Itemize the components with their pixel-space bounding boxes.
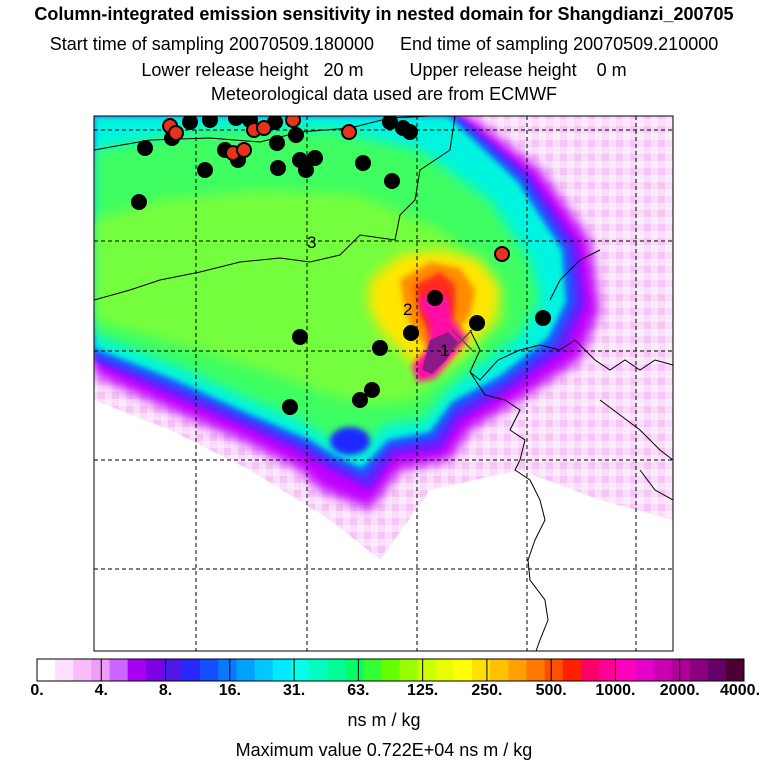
colorbar-swatch <box>200 659 219 681</box>
colorbar-tick-label: 125. <box>407 682 439 699</box>
colorbar-swatch <box>544 659 564 681</box>
station-markers <box>131 116 551 415</box>
colorbar-swatch <box>290 659 310 681</box>
release-location-cross <box>451 329 473 351</box>
colorbar-swatch <box>236 659 256 681</box>
colorbar <box>36 658 745 682</box>
colorbar-swatch <box>580 659 600 681</box>
colorbar-tick-label: 1000. <box>595 682 636 699</box>
end-time: End time of sampling 20070509.210000 <box>400 34 719 54</box>
colorbar-swatch <box>562 659 582 681</box>
colorbar-swatch <box>127 659 147 681</box>
colorbar-tick-label: 31. <box>282 682 306 699</box>
colorbar-swatch <box>490 659 509 681</box>
colorbar-tick-label: 16. <box>218 682 241 699</box>
colorbar-swatch <box>453 659 473 681</box>
colorbar-swatch <box>617 659 636 681</box>
lower-release-height: Lower release height 20 m <box>141 60 364 80</box>
colorbar-units: ns m / kg <box>347 710 421 730</box>
colorbar-swatch <box>37 659 56 681</box>
point-label-2: 2 <box>403 300 412 319</box>
colorbar-swatch <box>345 659 364 681</box>
colorbar-swatch <box>308 659 328 681</box>
map-title: Column-integrated emission sensitivity i… <box>34 4 734 24</box>
release-heights: Lower release height 20 m Upper release h… <box>0 60 768 81</box>
colorbar-swatch <box>55 659 74 681</box>
colorbar-swatch <box>472 659 491 681</box>
colorbar-tick-label: 4000. <box>719 682 761 699</box>
colorbar-swatch <box>653 659 672 681</box>
maximum-value: Maximum value 0.722E+04 ns m / kg <box>235 740 533 760</box>
upper-release-height: Upper release height 0 m <box>409 60 627 80</box>
colorbar-tick-label: 500. <box>535 682 567 699</box>
colorbar-swatch <box>381 659 401 681</box>
colorbar-tick-label: 4. <box>94 682 108 699</box>
colorbar-swatch <box>109 659 129 681</box>
colorbar-swatch <box>145 659 165 681</box>
colorbar-swatch <box>363 659 382 681</box>
colorbar-swatch <box>689 659 709 681</box>
met-data-note: Meteorological data used are from ECMWF <box>210 84 558 104</box>
colorbar-tick-label: 0. <box>30 682 44 699</box>
colorbar-swatch <box>635 659 654 681</box>
colorbar-swatch <box>526 659 546 681</box>
colorbar-swatch <box>435 659 455 681</box>
colorbar-swatch <box>254 659 274 681</box>
colorbar-swatch <box>73 659 92 681</box>
colorbar-border <box>36 658 745 682</box>
colorbar-swatch <box>91 659 111 681</box>
start-time: Start time of sampling 20070509.180000 <box>49 34 374 54</box>
sampling-times: Start time of sampling 20070509.180000 En… <box>0 34 768 55</box>
colorbar-swatch <box>272 659 292 681</box>
colorbar-tick-label: 8. <box>158 682 173 699</box>
colorbar-swatch <box>399 659 419 681</box>
colorbar-swatch <box>707 659 727 681</box>
colorbar-swatch <box>598 659 618 681</box>
colorbar-swatch <box>182 659 201 681</box>
colorbar-swatch <box>163 659 183 681</box>
colorbar-swatch <box>671 659 691 681</box>
colorbar-swatch <box>218 659 237 681</box>
colorbar-tick-label: 2000. <box>659 682 700 699</box>
colorbar-tick-label: 250. <box>471 682 503 699</box>
point-label-1: 1 <box>440 341 449 360</box>
colorbar-tick-label: 63. <box>347 682 370 699</box>
colorbar-swatch <box>508 659 527 681</box>
map-frame <box>93 115 674 652</box>
colorbar-swatch <box>327 659 346 681</box>
sensitivity-field: 1 2 3 <box>94 116 673 651</box>
colorbar-swatch <box>417 659 437 681</box>
colorbar-swatch <box>725 659 745 681</box>
point-label-3: 3 <box>307 233 316 252</box>
